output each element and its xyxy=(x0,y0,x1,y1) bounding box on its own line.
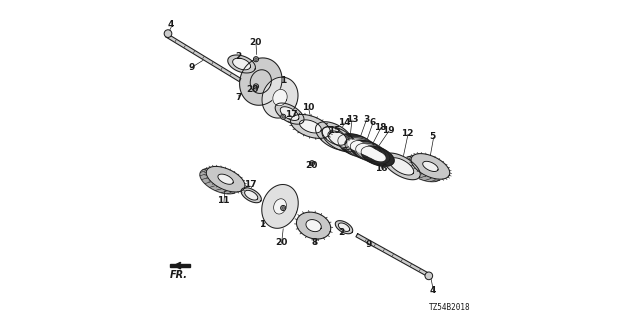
Text: 11: 11 xyxy=(217,196,229,205)
Polygon shape xyxy=(239,58,282,105)
Text: 1: 1 xyxy=(259,220,265,229)
Circle shape xyxy=(310,161,315,166)
Text: 5: 5 xyxy=(429,132,436,141)
Text: 10: 10 xyxy=(301,103,314,112)
Polygon shape xyxy=(339,223,349,231)
Polygon shape xyxy=(360,146,376,156)
Text: 15: 15 xyxy=(328,126,340,135)
Polygon shape xyxy=(206,166,245,192)
Polygon shape xyxy=(348,140,365,151)
Text: 17: 17 xyxy=(244,180,257,189)
Text: 17: 17 xyxy=(285,110,298,119)
Polygon shape xyxy=(274,199,286,214)
Text: 4: 4 xyxy=(429,286,436,295)
Text: 7: 7 xyxy=(236,93,241,102)
Polygon shape xyxy=(241,188,261,203)
Circle shape xyxy=(253,84,259,89)
Text: 20: 20 xyxy=(249,38,262,47)
Text: 18: 18 xyxy=(374,123,387,132)
Polygon shape xyxy=(300,120,321,133)
Circle shape xyxy=(282,116,284,118)
Polygon shape xyxy=(322,127,347,145)
Polygon shape xyxy=(355,144,371,154)
Polygon shape xyxy=(166,34,241,82)
Text: 9: 9 xyxy=(189,63,195,72)
Circle shape xyxy=(425,272,433,280)
Text: 6: 6 xyxy=(369,118,375,127)
Text: 2: 2 xyxy=(236,52,241,60)
Polygon shape xyxy=(338,134,376,157)
Circle shape xyxy=(280,114,285,119)
Polygon shape xyxy=(291,115,330,138)
Polygon shape xyxy=(275,103,304,124)
Polygon shape xyxy=(365,149,381,158)
Text: 20: 20 xyxy=(246,85,259,94)
Polygon shape xyxy=(383,153,420,180)
Text: 20: 20 xyxy=(305,161,317,170)
Polygon shape xyxy=(356,234,429,277)
Text: 3: 3 xyxy=(364,115,369,124)
Text: FR.: FR. xyxy=(170,270,188,280)
Polygon shape xyxy=(335,221,353,234)
Polygon shape xyxy=(170,264,191,267)
Circle shape xyxy=(253,57,259,62)
Circle shape xyxy=(282,207,284,209)
Text: TZ54B2018: TZ54B2018 xyxy=(429,303,470,312)
Polygon shape xyxy=(200,168,239,194)
Circle shape xyxy=(255,58,257,60)
Polygon shape xyxy=(273,89,287,106)
Polygon shape xyxy=(422,161,438,172)
Text: 16: 16 xyxy=(376,164,388,173)
Polygon shape xyxy=(228,55,255,73)
Polygon shape xyxy=(296,212,331,239)
Polygon shape xyxy=(262,185,298,228)
Circle shape xyxy=(311,162,314,164)
Polygon shape xyxy=(390,158,413,175)
Polygon shape xyxy=(370,152,385,161)
Polygon shape xyxy=(328,131,351,148)
Text: 9: 9 xyxy=(365,240,372,249)
Polygon shape xyxy=(316,122,353,150)
Text: 8: 8 xyxy=(311,238,317,247)
Circle shape xyxy=(164,30,172,37)
Text: 2: 2 xyxy=(339,228,345,237)
Polygon shape xyxy=(262,77,298,118)
Polygon shape xyxy=(411,154,450,179)
Polygon shape xyxy=(361,146,394,166)
Polygon shape xyxy=(244,190,258,200)
Text: 20: 20 xyxy=(275,238,287,247)
Text: 19: 19 xyxy=(382,126,394,135)
Text: 14: 14 xyxy=(338,118,350,127)
Circle shape xyxy=(255,85,257,88)
Polygon shape xyxy=(356,143,390,164)
Polygon shape xyxy=(350,140,386,162)
Text: 1: 1 xyxy=(280,76,286,85)
Circle shape xyxy=(280,205,285,211)
Polygon shape xyxy=(306,220,321,232)
Text: 13: 13 xyxy=(346,115,358,124)
Polygon shape xyxy=(322,126,356,152)
Text: 12: 12 xyxy=(401,129,413,138)
Polygon shape xyxy=(345,138,381,160)
Polygon shape xyxy=(218,174,234,184)
Polygon shape xyxy=(403,156,442,182)
Polygon shape xyxy=(280,107,299,120)
Text: 4: 4 xyxy=(168,20,174,28)
Polygon shape xyxy=(232,58,251,70)
